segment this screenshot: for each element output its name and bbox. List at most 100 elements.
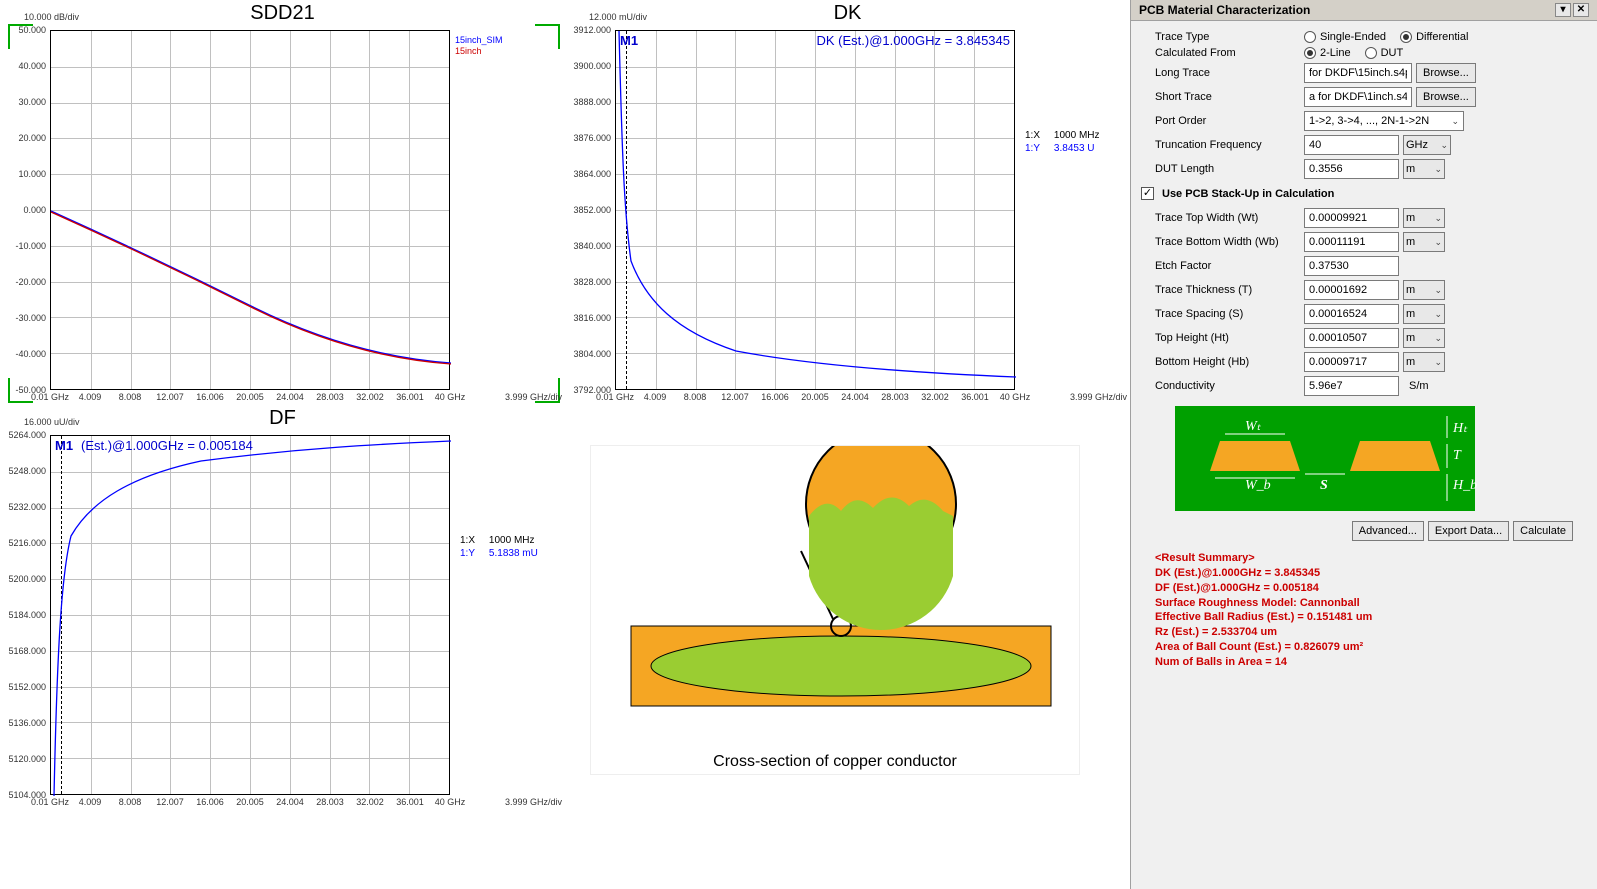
- radio-differential[interactable]: Differential: [1400, 31, 1468, 43]
- input-long-trace[interactable]: [1304, 63, 1412, 83]
- chart-title: SDD21: [0, 2, 565, 25]
- row-bottom-height: Bottom Height (Hb) m⌄: [1155, 352, 1583, 372]
- chevron-down-icon: ⌄: [1451, 116, 1459, 127]
- chart-df: DF 16.000 uU/div 5264.000 5248.000 5232.…: [0, 405, 565, 810]
- row-port-order: Port Order 1->2, 3->4, ..., 2N-1->2N⌄: [1155, 111, 1583, 131]
- checkbox-use-stackup[interactable]: ✓: [1141, 187, 1154, 200]
- chevron-down-icon: ⌄: [1434, 213, 1442, 224]
- result-line: Effective Ball Radius (Est.) = 0.151481 …: [1155, 610, 1583, 625]
- row-etch-factor: Etch Factor: [1155, 256, 1583, 276]
- chevron-down-icon: ⌄: [1434, 285, 1442, 296]
- label-hb: H_b: [1453, 478, 1477, 494]
- chart-sdd21: SDD21 10.000 dB/div 50.000 40.000 30.000…: [0, 0, 565, 405]
- input-etch-factor[interactable]: [1304, 256, 1399, 276]
- label-port-order: Port Order: [1155, 115, 1300, 127]
- input-short-trace[interactable]: [1304, 87, 1412, 107]
- input-trunc-freq[interactable]: [1304, 135, 1399, 155]
- label-top-height: Top Height (Ht): [1155, 332, 1300, 344]
- unit-dut-length[interactable]: m⌄: [1403, 159, 1445, 179]
- y-scale-label: 16.000 uU/div: [24, 417, 80, 427]
- label-calculated-from: Calculated From: [1155, 47, 1300, 59]
- row-use-stackup: ✓ Use PCB Stack-Up in Calculation: [1141, 187, 1583, 200]
- row-trace-bottom-width: Trace Bottom Width (Wb) m⌄: [1155, 232, 1583, 252]
- pin-icon[interactable]: ▾: [1555, 3, 1571, 17]
- advanced-button[interactable]: Advanced...: [1352, 521, 1424, 541]
- row-trunc-freq: Truncation Frequency GHz⌄: [1155, 135, 1583, 155]
- y-scale-label: 12.000 mU/div: [589, 12, 647, 22]
- result-line: Rz (Est.) = 2.533704 um: [1155, 625, 1583, 640]
- browse-short-trace[interactable]: Browse...: [1416, 87, 1476, 107]
- x-scale-label: 3.999 GHz/div: [1070, 392, 1127, 402]
- radio-single-ended[interactable]: Single-Ended: [1304, 31, 1386, 43]
- row-calculated-from: Calculated From 2-Line DUT: [1155, 47, 1583, 59]
- input-conductivity[interactable]: [1304, 376, 1399, 396]
- input-bottom-height[interactable]: [1304, 352, 1399, 372]
- dropdown-port-order[interactable]: 1->2, 3->4, ..., 2N-1->2N⌄: [1304, 111, 1464, 131]
- panel-header: PCB Material Characterization ▾ ✕: [1131, 0, 1597, 21]
- plot-area[interactable]: M1 DK (Est.)@1.000GHz = 3.845345: [615, 30, 1015, 390]
- label-short-trace: Short Trace: [1155, 91, 1300, 103]
- export-data-button[interactable]: Export Data...: [1428, 521, 1509, 541]
- close-icon[interactable]: ✕: [1573, 3, 1589, 17]
- readout-y: 1:Y 3.8453 U: [1025, 143, 1095, 154]
- label-t: T: [1453, 448, 1461, 464]
- button-row: Advanced... Export Data... Calculate: [1155, 521, 1583, 541]
- plot-area[interactable]: M1 (Est.)@1.000GHz = 0.005184: [50, 435, 450, 795]
- unit-trace-top-width[interactable]: m⌄: [1403, 208, 1445, 228]
- panel-title: PCB Material Characterization: [1139, 3, 1310, 17]
- pcb-material-panel: PCB Material Characterization ▾ ✕ Trace …: [1130, 0, 1597, 889]
- sdd21-curves: [51, 31, 451, 391]
- marker-measurement: DK (Est.)@1.000GHz = 3.845345: [817, 33, 1011, 48]
- input-dut-length[interactable]: [1304, 159, 1399, 179]
- unit-trunc-freq[interactable]: GHz⌄: [1403, 135, 1451, 155]
- label-trunc-freq: Truncation Frequency: [1155, 139, 1300, 151]
- row-long-trace: Long Trace Browse...: [1155, 63, 1583, 83]
- chart-dk: DK 12.000 mU/div 3912.000 3900.000 3888.…: [565, 0, 1130, 405]
- y-axis: 3912.000 3900.000 3888.000 3876.000 3864…: [571, 30, 613, 390]
- row-conductivity: Conductivity S/m: [1155, 376, 1583, 396]
- y-scale-label: 10.000 dB/div: [24, 12, 79, 22]
- y-axis: 50.000 40.000 30.000 20.000 10.000 0.000…: [6, 30, 48, 390]
- result-line: Surface Roughness Model: Cannonball: [1155, 596, 1583, 611]
- unit-trace-thickness[interactable]: m⌄: [1403, 280, 1445, 300]
- dk-curve: [616, 31, 1016, 391]
- plot-area[interactable]: [50, 30, 450, 390]
- unit-trace-bottom-width[interactable]: m⌄: [1403, 232, 1445, 252]
- chevron-down-icon: ⌄: [1434, 357, 1442, 368]
- result-line: Num of Balls in Area = 14: [1155, 655, 1583, 670]
- input-trace-bottom-width[interactable]: [1304, 232, 1399, 252]
- unit-conductivity: S/m: [1403, 380, 1445, 392]
- cross-section-diagram: Cross-section of copper conductor: [590, 445, 1080, 775]
- input-trace-thickness[interactable]: [1304, 280, 1399, 300]
- result-header: <Result Summary>: [1155, 551, 1583, 566]
- legend-item-1: 15inch_SIM: [455, 35, 503, 45]
- input-top-height[interactable]: [1304, 328, 1399, 348]
- panel-body: Trace Type Single-Ended Differential Cal…: [1131, 21, 1597, 680]
- radio-dut[interactable]: DUT: [1365, 47, 1404, 59]
- label-long-trace: Long Trace: [1155, 67, 1300, 79]
- radio-2line[interactable]: 2-Line: [1304, 47, 1351, 59]
- chart-title: DF: [0, 407, 565, 430]
- browse-long-trace[interactable]: Browse...: [1416, 63, 1476, 83]
- result-line: DF (Est.)@1.000GHz = 0.005184: [1155, 581, 1583, 596]
- readout-x: 1:X 1000 MHz: [460, 535, 535, 546]
- calculate-button[interactable]: Calculate: [1513, 521, 1573, 541]
- input-trace-top-width[interactable]: [1304, 208, 1399, 228]
- unit-top-height[interactable]: m⌄: [1403, 328, 1445, 348]
- unit-bottom-height[interactable]: m⌄: [1403, 352, 1445, 372]
- unit-trace-spacing[interactable]: m⌄: [1403, 304, 1445, 324]
- x-scale-label: 3.999 GHz/div: [505, 392, 562, 402]
- label-etch-factor: Etch Factor: [1155, 260, 1300, 272]
- result-line: DK (Est.)@1.000GHz = 3.845345: [1155, 566, 1583, 581]
- label-bottom-height: Bottom Height (Hb): [1155, 356, 1300, 368]
- stackup-diagram: Wₜ W_b S Hₜ T H_b: [1175, 406, 1475, 511]
- row-trace-spacing: Trace Spacing (S) m⌄: [1155, 304, 1583, 324]
- row-top-height: Top Height (Ht) m⌄: [1155, 328, 1583, 348]
- input-trace-spacing[interactable]: [1304, 304, 1399, 324]
- label-conductivity: Conductivity: [1155, 380, 1300, 392]
- readout-y: 1:Y 5.1838 mU: [460, 548, 538, 559]
- label-trace-spacing: Trace Spacing (S): [1155, 308, 1300, 320]
- chevron-down-icon: ⌄: [1440, 140, 1448, 151]
- chevron-down-icon: ⌄: [1434, 333, 1442, 344]
- cross-section-svg: [591, 446, 1081, 746]
